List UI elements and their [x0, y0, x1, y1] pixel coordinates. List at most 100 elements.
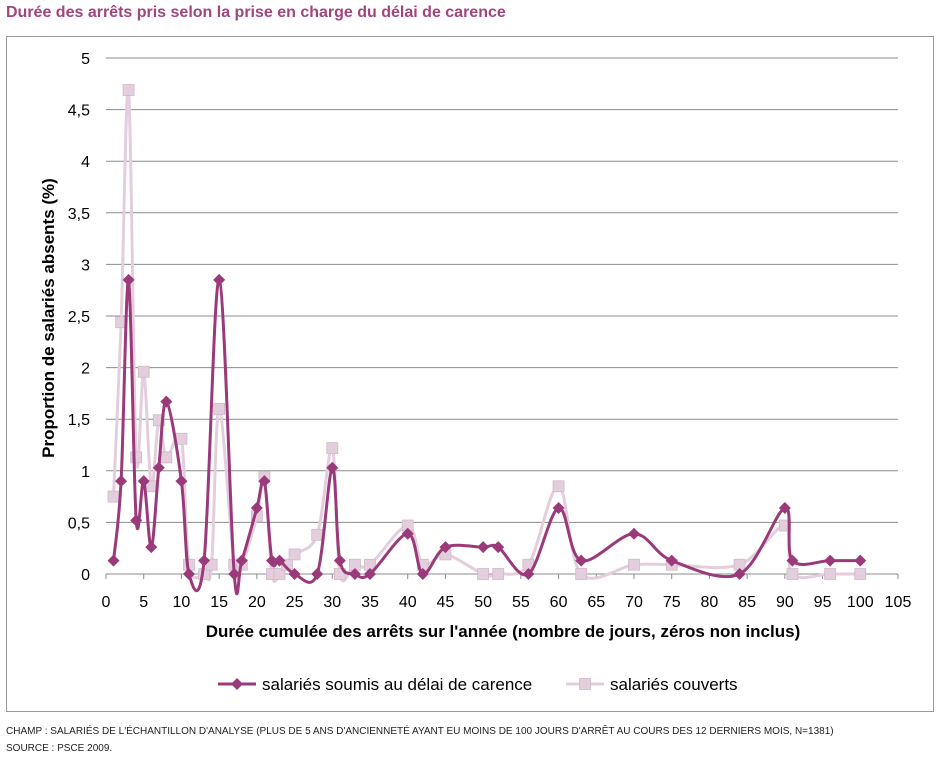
data-point: [250, 501, 263, 514]
data-point: [235, 554, 248, 567]
x-tick-label: 90: [776, 594, 794, 611]
data-point: [854, 554, 867, 567]
data-point: [786, 568, 799, 580]
y-tick-label: 4: [81, 154, 90, 171]
x-tick-label: 60: [550, 594, 568, 611]
data-point: [288, 548, 301, 561]
data-point: [122, 84, 135, 96]
data-point: [824, 568, 837, 580]
data-point: [348, 568, 361, 580]
data-point: [492, 568, 505, 580]
y-tick-label: 2,5: [68, 309, 90, 326]
x-tick-label: 20: [248, 594, 266, 611]
data-point: [477, 568, 490, 580]
data-point: [213, 402, 226, 415]
series-layer: [107, 84, 867, 596]
series-2: [107, 84, 867, 584]
legend-label: salariés soumis au délai de carence: [262, 675, 532, 694]
data-point: [273, 554, 286, 567]
y-tick-label: 1,5: [68, 412, 90, 429]
data-point: [160, 451, 173, 464]
data-point: [733, 568, 746, 580]
data-point: [416, 568, 429, 580]
y-tick-label: 5: [81, 51, 90, 68]
x-tick-label: 45: [437, 594, 455, 611]
x-tick-label: 55: [512, 594, 530, 611]
data-point: [258, 475, 271, 488]
data-point: [107, 554, 120, 567]
legend: salariés soumis au délai de carence salar…: [218, 675, 738, 694]
data-point: [175, 432, 188, 445]
y-tick-label: 3: [81, 257, 90, 274]
y-tick-label: 0: [81, 567, 90, 584]
y-tick-labels: 0 0,5 1 1,5 2 2,5 3 3,5 4 4,5 5: [68, 51, 90, 584]
data-point: [205, 558, 218, 571]
x-tick-label: 15: [210, 594, 228, 611]
x-tick-label: 85: [738, 594, 756, 611]
data-point: [311, 528, 324, 541]
y-tick-label: 0,5: [68, 515, 90, 532]
chart-frame: [6, 36, 934, 712]
data-point: [122, 273, 135, 286]
x-tick-label: 70: [625, 594, 643, 611]
data-point: [175, 475, 188, 488]
data-point: [477, 541, 490, 554]
data-point: [273, 568, 286, 580]
data-point: [182, 568, 195, 580]
x-tick-label: 75: [663, 594, 681, 611]
x-tick-label: 25: [286, 594, 304, 611]
data-point: [824, 554, 837, 567]
data-point: [198, 554, 211, 567]
data-point: [333, 554, 346, 567]
x-tick-label: 65: [587, 594, 605, 611]
data-point: [288, 568, 301, 580]
data-point: [628, 558, 640, 571]
x-axis-title: Durée cumulée des arrêts sur l'année (no…: [206, 622, 801, 641]
footnote-champ: CHAMP : SALARIÉS DE L'ÉCHANTILLON D'ANAL…: [6, 726, 834, 737]
data-point: [115, 475, 128, 488]
series-line: [112, 86, 861, 584]
data-point: [228, 568, 241, 580]
data-point: [311, 568, 324, 580]
data-point: [152, 461, 165, 474]
x-tick-label: 30: [323, 594, 341, 611]
chart-title: Durée des arrêts pris selon la prise en …: [6, 4, 506, 21]
data-point: [130, 514, 143, 527]
data-point: [137, 365, 150, 378]
data-point: [522, 568, 535, 580]
x-tick-label: 80: [701, 594, 719, 611]
x-tick-label: 10: [173, 594, 191, 611]
footnote-source: SOURCE : PSCE 2009.: [6, 743, 113, 754]
legend-label: salariés couverts: [610, 675, 738, 694]
legend-marker: [231, 678, 243, 690]
data-point: [492, 541, 505, 554]
data-point: [628, 527, 640, 540]
x-tick-label: 35: [361, 594, 379, 611]
data-point: [213, 273, 226, 286]
data-point: [107, 490, 120, 503]
data-point: [552, 480, 565, 493]
y-tick-label: 1: [81, 464, 90, 481]
y-tick-label: 2: [81, 361, 90, 378]
x-tick-label: 40: [399, 594, 417, 611]
y-axis-title: Proportion de salariés absents (%): [39, 178, 58, 458]
x-tick-label: 95: [814, 594, 832, 611]
data-point: [786, 554, 799, 567]
y-tick-label: 4,5: [68, 103, 90, 120]
data-point: [575, 554, 588, 567]
x-tick-label: 105: [885, 594, 912, 611]
x-tick-label: 5: [139, 594, 148, 611]
data-point: [854, 568, 867, 580]
legend-marker: [579, 678, 591, 690]
data-point: [552, 501, 565, 514]
data-point: [265, 554, 278, 567]
data-point: [152, 414, 165, 427]
data-point: [326, 461, 339, 474]
data-point: [665, 554, 678, 567]
data-point: [401, 527, 414, 540]
x-tick-labels: 0 5 10 15 20 25 30 35 40 45 50 55 60 65 70 75 80 85 90 95 10…: [102, 594, 912, 611]
data-point: [137, 475, 150, 488]
x-tick-label: 100: [847, 594, 874, 611]
x-tick-label: 50: [474, 594, 492, 611]
